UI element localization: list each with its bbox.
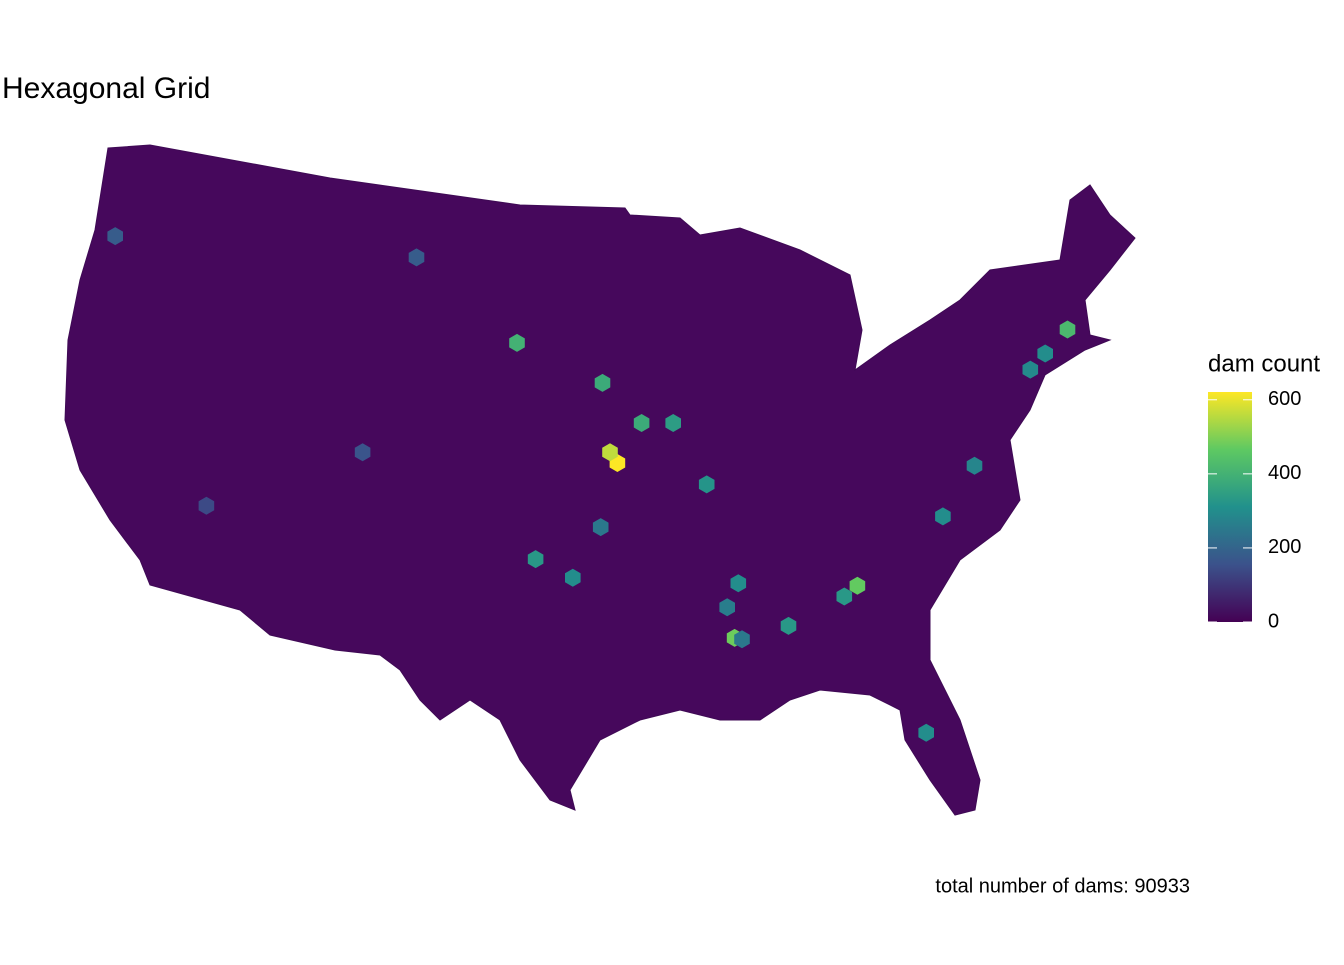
hex-cell	[918, 723, 934, 742]
legend-title: dam count	[1208, 350, 1320, 377]
hex-cell	[633, 414, 650, 432]
hex-cell	[849, 576, 866, 595]
legend-ticks: 0 200 400 600	[1208, 388, 1301, 632]
legend-tick-label: 200	[1268, 536, 1301, 558]
hex-cell	[966, 456, 983, 475]
hex-cell	[719, 598, 735, 617]
hex-cell	[1059, 320, 1076, 339]
hex-cell	[730, 574, 747, 593]
hex-cell	[836, 587, 853, 606]
hex-cell	[509, 333, 525, 352]
hex-cell	[698, 475, 715, 494]
legend-tick-label: 600	[1268, 388, 1301, 410]
hex-cell	[602, 443, 618, 462]
title: Hexagonal Grid	[2, 72, 210, 105]
legend-tick-label: 0	[1268, 610, 1279, 632]
hex-cell	[665, 414, 681, 432]
hex-cell	[594, 373, 611, 392]
hex-cell	[734, 630, 750, 649]
us-outline	[64, 144, 1136, 816]
hex-cell	[780, 616, 797, 635]
hex-cell	[527, 550, 544, 569]
hex-cell	[1037, 344, 1053, 363]
hex-cell	[592, 518, 609, 537]
hex-cell	[198, 496, 215, 515]
hex-cell	[565, 568, 581, 587]
legend-colorbar	[1208, 392, 1252, 622]
hex-cell	[354, 443, 371, 462]
legend-tick-label: 400	[1268, 462, 1301, 484]
hex-cell	[107, 227, 123, 246]
hex-cell	[935, 507, 951, 526]
hex-layer	[107, 227, 1076, 742]
caption: total number of dams: 90933	[935, 875, 1190, 897]
hex-cell	[408, 248, 425, 267]
hex-cell	[1022, 360, 1039, 379]
